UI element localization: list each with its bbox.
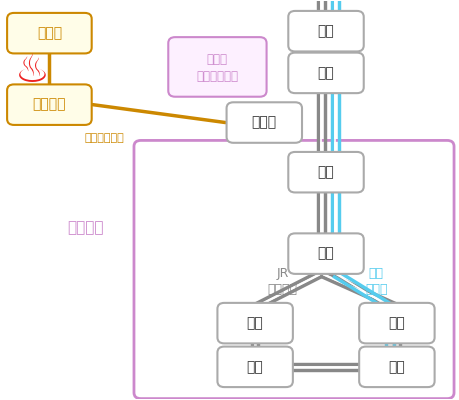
Text: 大宮: 大宮 bbox=[317, 247, 334, 261]
FancyBboxPatch shape bbox=[168, 37, 266, 97]
Text: 高速バス: 高速バス bbox=[67, 220, 104, 235]
Text: 東京: 東京 bbox=[388, 360, 404, 374]
Text: 福島: 福島 bbox=[317, 66, 334, 80]
FancyBboxPatch shape bbox=[288, 152, 363, 192]
FancyBboxPatch shape bbox=[7, 13, 91, 54]
Text: 二本松
バスストップ: 二本松 バスストップ bbox=[196, 53, 238, 83]
Text: 池袋: 池袋 bbox=[246, 316, 263, 330]
Text: 郡山: 郡山 bbox=[317, 165, 334, 179]
FancyBboxPatch shape bbox=[358, 346, 434, 387]
Text: 温泉入口: 温泉入口 bbox=[33, 98, 66, 112]
FancyBboxPatch shape bbox=[226, 102, 302, 143]
Text: ♨: ♨ bbox=[15, 52, 50, 90]
FancyBboxPatch shape bbox=[217, 346, 292, 387]
FancyBboxPatch shape bbox=[288, 11, 363, 52]
Text: 岳温泉: 岳温泉 bbox=[37, 26, 62, 40]
Text: 東北
新幹線: 東北 新幹線 bbox=[364, 267, 387, 296]
Text: JR
東北本線: JR 東北本線 bbox=[267, 267, 297, 296]
FancyBboxPatch shape bbox=[288, 233, 363, 274]
FancyBboxPatch shape bbox=[217, 303, 292, 343]
Text: 福島交通バス: 福島交通バス bbox=[84, 134, 124, 144]
Text: 仙台: 仙台 bbox=[317, 24, 334, 38]
Text: 二本松: 二本松 bbox=[251, 116, 276, 130]
Text: 新宿: 新宿 bbox=[246, 360, 263, 374]
FancyBboxPatch shape bbox=[358, 303, 434, 343]
FancyBboxPatch shape bbox=[7, 84, 91, 125]
FancyBboxPatch shape bbox=[288, 53, 363, 93]
Text: 上野: 上野 bbox=[388, 316, 404, 330]
